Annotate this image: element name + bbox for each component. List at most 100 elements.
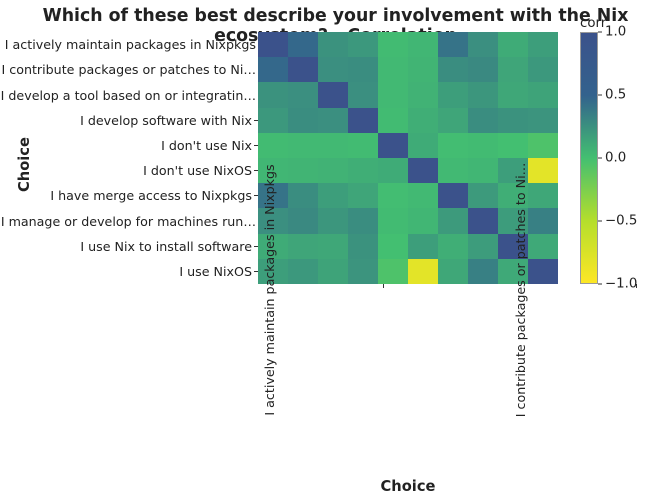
y-tick: I develop a tool based on or integratin… <box>22 82 258 107</box>
heatmap-cell <box>348 82 378 107</box>
heatmap-cell <box>318 32 348 57</box>
heatmap-cell <box>408 183 438 208</box>
heatmap-cell <box>438 259 468 284</box>
colorbar-tick-label: 0.0 <box>605 151 626 166</box>
heatmap-cell <box>258 82 288 107</box>
heatmap-cell <box>528 183 558 208</box>
heatmap-cell <box>378 108 408 133</box>
heatmap-cell <box>378 32 408 57</box>
heatmap-cell <box>468 259 498 284</box>
heatmap-cell <box>288 57 318 82</box>
heatmap-cell <box>258 57 288 82</box>
heatmap-cell <box>408 234 438 259</box>
y-tick-label: I develop a tool based on or integratin… <box>1 88 256 103</box>
colorbar-tick: −0.5 <box>598 214 637 229</box>
heatmap-cell <box>348 158 378 183</box>
heatmap-cell <box>468 234 498 259</box>
heatmap-cell <box>378 259 408 284</box>
heatmap-cell <box>468 32 498 57</box>
heatmap-cell <box>378 158 408 183</box>
heatmap-cell <box>408 208 438 233</box>
colorbar-tick: −1.0 <box>598 277 637 292</box>
y-tick: I contribute packages or patches to Ni… <box>22 57 258 82</box>
colorbar: corr 1.00.50.0−0.5−1.0 <box>580 32 660 284</box>
y-tick: I use NixOS <box>22 259 258 284</box>
tick-mark <box>598 32 602 33</box>
x-tick: I contribute packages or patches to Ni… <box>509 284 671 484</box>
heatmap-cell <box>438 57 468 82</box>
colorbar-tick: 0.0 <box>598 151 626 166</box>
heatmap-cell <box>528 108 558 133</box>
heatmap-cell <box>378 208 408 233</box>
heatmap-cell <box>288 208 318 233</box>
colorbar-tick: 0.5 <box>598 88 626 103</box>
heatmap-cell <box>318 234 348 259</box>
tick-mark <box>598 221 602 222</box>
heatmap-cell <box>468 158 498 183</box>
heatmap-cell <box>438 158 468 183</box>
heatmap-cell <box>348 133 378 158</box>
heatmap-cell <box>408 82 438 107</box>
heatmap-cell <box>258 108 288 133</box>
heatmap-cell <box>348 57 378 82</box>
heatmap-cell <box>468 82 498 107</box>
heatmap-cell <box>498 57 528 82</box>
colorbar-tick-label: 1.0 <box>605 25 626 40</box>
heatmap-cell <box>318 208 348 233</box>
heatmap-cell <box>528 158 558 183</box>
y-tick-label: I use NixOS <box>179 264 252 279</box>
y-tick: I have merge access to Nixpkgs <box>22 183 258 208</box>
y-tick-label: I manage or develop for machines run… <box>1 214 256 229</box>
heatmap-cell <box>468 57 498 82</box>
heatmap-cell <box>348 183 378 208</box>
heatmap-cell <box>438 108 468 133</box>
heatmap-cell <box>468 208 498 233</box>
heatmap-cell <box>408 259 438 284</box>
x-tick-label: I actively maintain packages in Nixpkgs <box>262 164 277 415</box>
heatmap-cell <box>258 133 288 158</box>
heatmap-cell <box>288 183 318 208</box>
heatmap-cell <box>288 158 318 183</box>
heatmap-cell <box>348 108 378 133</box>
heatmap-cell <box>438 183 468 208</box>
heatmap-cell <box>288 108 318 133</box>
colorbar-gradient <box>580 32 598 284</box>
heatmap-cell <box>498 133 528 158</box>
y-tick: I use Nix to install software <box>22 234 258 259</box>
heatmap-cell <box>318 133 348 158</box>
y-tick: I develop software with Nix <box>22 108 258 133</box>
y-tick-label: I use Nix to install software <box>80 239 252 254</box>
y-tick: I don't use Nix <box>22 133 258 158</box>
tick-mark <box>383 284 384 288</box>
heatmap-cell <box>528 259 558 284</box>
x-tick-label: I contribute packages or patches to Ni… <box>513 163 528 418</box>
heatmap-cell <box>498 108 528 133</box>
y-tick: I don't use NixOS <box>22 158 258 183</box>
heatmap-cell <box>288 32 318 57</box>
y-tick-label: I actively maintain packages in Nixpkgs <box>5 37 256 52</box>
heatmap-cell <box>318 108 348 133</box>
heatmap-cell <box>528 32 558 57</box>
heatmap-cell <box>408 108 438 133</box>
heatmap-cell <box>468 133 498 158</box>
y-tick-label: I don't use Nix <box>161 138 252 153</box>
heatmap-cell <box>498 32 528 57</box>
heatmap-cell <box>378 234 408 259</box>
y-tick-label: I contribute packages or patches to Ni… <box>1 62 256 77</box>
heatmap-cell <box>408 133 438 158</box>
heatmap-cell <box>438 32 468 57</box>
heatmap-cell <box>468 108 498 133</box>
heatmap-cell <box>348 259 378 284</box>
heatmap-cell <box>348 234 378 259</box>
heatmap-cell <box>318 57 348 82</box>
heatmap-cell <box>378 133 408 158</box>
heatmap-cell <box>438 82 468 107</box>
colorbar-tick-label: −1.0 <box>605 277 637 292</box>
colorbar-tick: 1.0 <box>598 25 626 40</box>
heatmap-cell <box>408 57 438 82</box>
heatmap-cell <box>378 57 408 82</box>
heatmap-cell <box>318 183 348 208</box>
heatmap-cell <box>528 57 558 82</box>
tick-mark <box>598 95 602 96</box>
heatmap-cell <box>528 133 558 158</box>
